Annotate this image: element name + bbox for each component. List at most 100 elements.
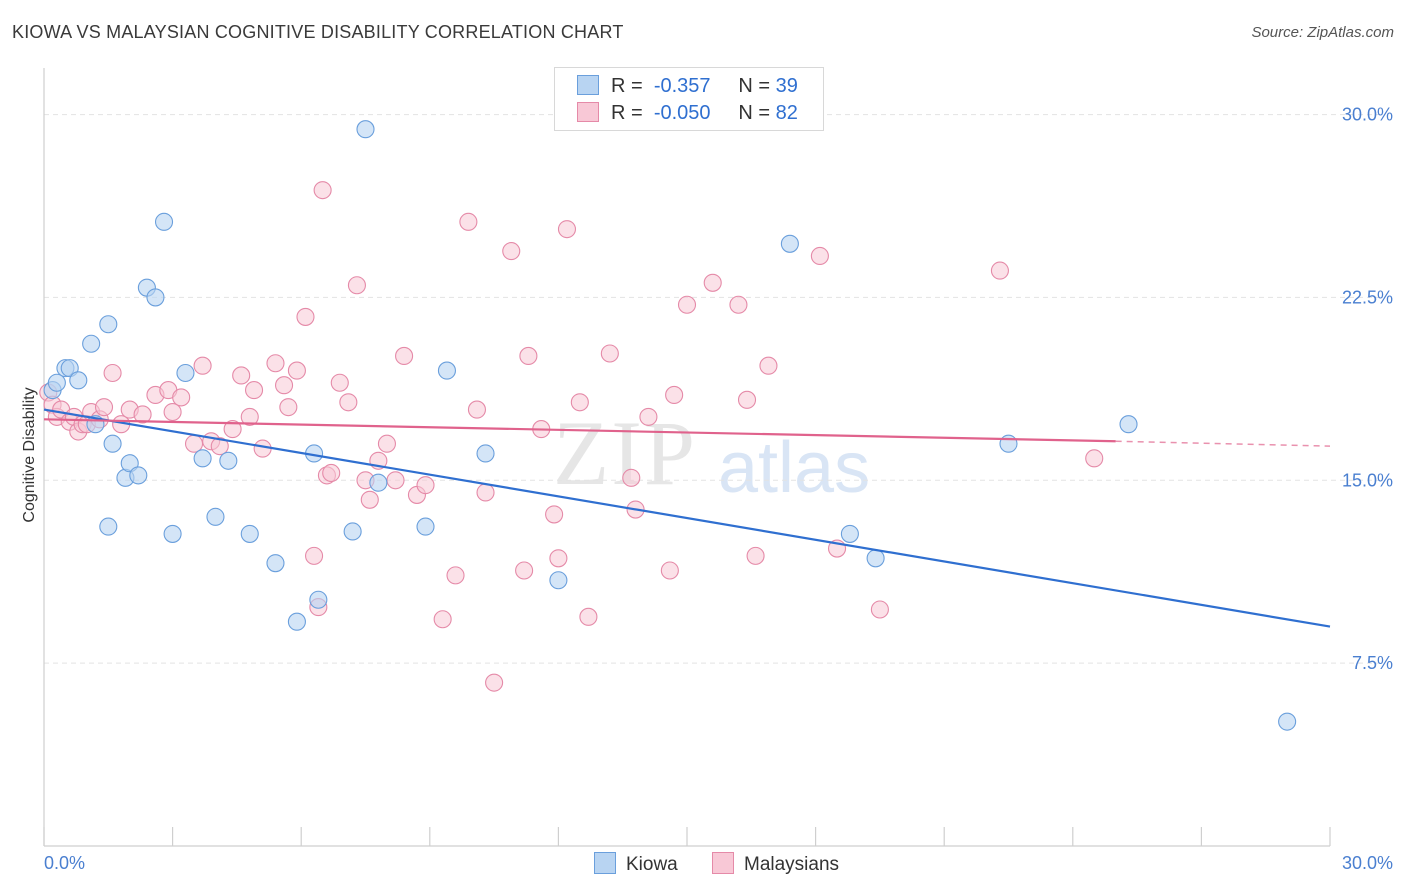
malaysians-point [395,346,414,365]
trend-lines [43,408,1331,628]
malaysians-point [253,439,272,458]
kiowa-point [103,434,122,453]
grid-lines [44,114,1380,664]
kiowa-trend-line [43,408,1331,628]
kiowa-point [476,444,495,463]
malaysians-point [660,561,679,580]
malaysians-point [665,385,684,405]
kiowa-point [437,361,456,380]
malaysians-point [103,363,122,383]
malaysians-point [313,181,332,200]
malaysians-point [476,483,495,502]
kiowa-point [154,212,174,231]
source-credit: Source: ZipAtlas.com [1251,24,1394,41]
malaysians-point [223,420,242,439]
malaysians-point [296,307,315,326]
n-value-kiowa: 39 [775,75,798,97]
y-tick-label: 15.0% [1342,470,1393,490]
watermark-zip: ZIP [553,402,697,504]
malaysians-point [737,390,757,409]
malaysians-point [446,566,465,585]
malaysians-point [746,546,765,565]
malaysians-point [275,376,294,395]
malaysians-point [677,295,697,314]
malaysians-point [133,405,152,424]
malaysians-trend-line [43,418,1116,443]
malaysians-point [549,549,568,568]
malaysians-point [570,393,589,412]
malaysians-point [622,468,641,487]
y-tick-label: 30.0% [1342,105,1393,125]
malaysians-trend-extension [1115,440,1331,447]
malaysians-point [545,505,564,524]
malaysians-point [360,490,379,509]
kiowa-point [206,507,225,526]
malaysians-point [184,434,204,453]
kiowa-point [1278,712,1297,731]
kiowa-point [219,451,238,470]
malaysians-point [990,261,1009,280]
malaysians-point [172,388,191,407]
x-tick-label: 30.0% [1342,853,1393,873]
kiowa-point [780,234,799,253]
kiowa-point [146,288,165,307]
malaysians-point [600,344,619,363]
stats-legend: R = -0.357 N = 39 R = -0.050 N = 82 [554,67,824,131]
malaysians-point [322,463,341,483]
malaysians-point [433,610,452,629]
kiowa-point [866,549,885,568]
malaysians-point [240,407,259,426]
malaysians-point [163,402,182,422]
kiowa-points [43,120,1297,731]
y-tick-label: 22.5% [1342,287,1393,307]
kiowa-point [99,517,118,536]
malaysians-point [502,242,521,261]
kiowa-point [1119,415,1138,434]
n-value-malaysians: 82 [775,102,798,124]
kiowa-point [69,371,88,390]
kiowa-point [176,363,195,383]
malaysians-point [870,600,889,619]
kiowa-point [47,373,66,392]
malaysians-legend-label: Malaysians [744,854,840,875]
kiowa-point [356,120,375,139]
kiowa-point [549,571,568,590]
kiowa-point [309,590,328,609]
malaysians-point [266,354,285,373]
malaysians-point [485,673,504,692]
n-label: N = [738,102,771,124]
malaysians-point [515,561,534,580]
r-label: R = [611,75,643,97]
malaysians-point [467,400,487,419]
legend-row-kiowa: R = -0.357 N = 39 [577,75,798,98]
kiowa-point [369,473,388,492]
kiowa-legend-label: Kiowa [626,854,678,875]
legend-item-malaysians[interactable]: Malaysians [712,852,839,876]
malaysians-points [39,181,1104,692]
malaysians-point [244,381,264,400]
malaysians-point [639,407,658,426]
malaysians-point [459,212,478,231]
x-tick-label: 0.0% [44,853,85,873]
malaysians-point [94,398,114,417]
kiowa-point [266,554,285,573]
malaysians-point [347,276,366,295]
y-tick-label: 7.5% [1352,653,1393,673]
r-value-kiowa: -0.357 [653,75,711,97]
malaysians-point [330,373,349,392]
kiowa-point [999,434,1018,453]
tick-labels: 7.5% 15.0% 22.5% 30.0% 0.0% 30.0% [44,105,1393,873]
kiowa-point [287,612,306,631]
malaysians-point [287,361,306,380]
malaysians-point [386,471,405,490]
kiowa-point [163,524,182,543]
legend-item-kiowa[interactable]: Kiowa [594,852,678,876]
malaysians-point [210,437,229,456]
n-label: N = [738,75,771,97]
kiowa-legend-swatch [594,852,616,874]
r-value-malaysians: -0.050 [653,102,711,124]
malaysians-point [729,295,748,314]
malaysians-point [193,356,212,375]
kiowa-point [99,315,118,334]
